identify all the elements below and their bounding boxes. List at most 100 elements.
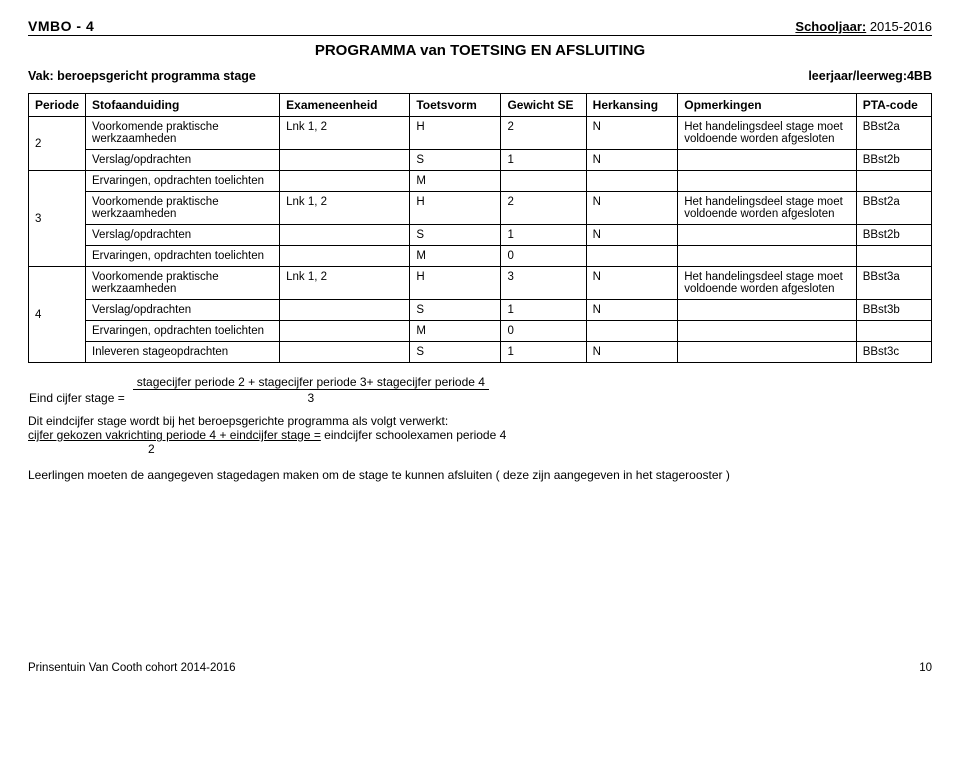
- cell: M: [410, 171, 501, 192]
- cell: N: [586, 117, 678, 150]
- cell: [678, 171, 856, 192]
- col-pta: PTA-code: [856, 94, 931, 117]
- col-opm: Opmerkingen: [678, 94, 856, 117]
- cell: N: [586, 267, 678, 300]
- cell: S: [410, 342, 501, 363]
- cell: N: [586, 342, 678, 363]
- header-right: Schooljaar: 2015-2016: [795, 19, 932, 34]
- formula-block: Eind cijfer stage = stagecijfer periode …: [28, 375, 932, 406]
- cell: Lnk 1, 2: [280, 192, 410, 225]
- table-row: Ervaringen, opdrachten toelichtenM0: [29, 246, 932, 267]
- col-toets: Toetsvorm: [410, 94, 501, 117]
- header-right-label: Schooljaar:: [795, 19, 866, 34]
- cell: [678, 300, 856, 321]
- cell: [280, 342, 410, 363]
- cell: [280, 321, 410, 342]
- paragraph-2: Leerlingen moeten de aangegeven stagedag…: [28, 468, 932, 482]
- cell: [280, 300, 410, 321]
- cell: [678, 246, 856, 267]
- table-row: Voorkomende praktische werkzaamhedenLnk …: [29, 192, 932, 225]
- page-title: PROGRAMMA van TOETSING EN AFSLUITING: [28, 42, 932, 59]
- cell: [280, 150, 410, 171]
- table-row: 4Voorkomende praktische werkzaamhedenLnk…: [29, 267, 932, 300]
- cell-periode: 3: [29, 171, 86, 267]
- cell: H: [410, 117, 501, 150]
- table-row: 2Voorkomende praktische werkzaamhedenLnk…: [29, 117, 932, 150]
- cell: Verslag/opdrachten: [86, 225, 280, 246]
- cell: [856, 171, 931, 192]
- cell: BBst2b: [856, 225, 931, 246]
- subhead-left: Vak: beroepsgericht programma stage: [28, 69, 256, 83]
- para1-line2-ul: cijfer gekozen vakrichting periode 4 + e…: [28, 428, 321, 442]
- cell: [678, 225, 856, 246]
- cell: [586, 171, 678, 192]
- cell: [280, 246, 410, 267]
- cell: [501, 171, 586, 192]
- table-row: Verslag/opdrachten S1N BBst2b: [29, 150, 932, 171]
- formula-numerator: stagecijfer periode 2 + stagecijfer peri…: [137, 375, 485, 389]
- col-stof: Stofaanduiding: [86, 94, 280, 117]
- cell: Ervaringen, opdrachten toelichten: [86, 321, 280, 342]
- cell: Voorkomende praktische werkzaamheden: [86, 192, 280, 225]
- header-right-value: 2015-2016: [870, 19, 932, 34]
- cell: 1: [501, 150, 586, 171]
- subhead-right: leerjaar/leerweg:4BB: [808, 69, 932, 83]
- pta-table: Periode Stofaanduiding Exameneenheid Toe…: [28, 93, 932, 363]
- cell: BBst2a: [856, 192, 931, 225]
- table-row: Verslag/opdrachtenS1NBBst3b: [29, 300, 932, 321]
- cell: M: [410, 246, 501, 267]
- footer: Prinsentuin Van Cooth cohort 2014-2016 1…: [28, 662, 932, 674]
- para1-line1: Dit eindcijfer stage wordt bij het beroe…: [28, 414, 448, 428]
- table-row: Inleveren stageopdrachten S1N BBst3c: [29, 342, 932, 363]
- footer-right: 10: [919, 662, 932, 674]
- cell: [856, 246, 931, 267]
- cell: Lnk 1, 2: [280, 117, 410, 150]
- header-bar: VMBO - 4 Schooljaar: 2015-2016: [28, 18, 932, 36]
- cell: S: [410, 225, 501, 246]
- cell: [678, 342, 856, 363]
- cell: [856, 321, 931, 342]
- col-exam: Exameneenheid: [280, 94, 410, 117]
- cell: [280, 171, 410, 192]
- cell: BBst2a: [856, 117, 931, 150]
- cell: Voorkomende praktische werkzaamheden: [86, 117, 280, 150]
- cell: 2: [501, 192, 586, 225]
- cell: BBst3c: [856, 342, 931, 363]
- cell: Ervaringen, opdrachten toelichten: [86, 171, 280, 192]
- cell: BBst2b: [856, 150, 931, 171]
- cell: S: [410, 150, 501, 171]
- cell: [280, 225, 410, 246]
- cell-periode: 4: [29, 267, 86, 363]
- cell: Verslag/opdrachten: [86, 150, 280, 171]
- cell: Het handelingsdeel stage moet voldoende …: [678, 192, 856, 225]
- cell-periode: 2: [29, 117, 86, 171]
- cell: 1: [501, 225, 586, 246]
- table-row: 3Ervaringen, opdrachten toelichtenM: [29, 171, 932, 192]
- cell: [586, 246, 678, 267]
- cell: 1: [501, 342, 586, 363]
- cell: N: [586, 150, 678, 171]
- cell: H: [410, 267, 501, 300]
- table-row: Verslag/opdrachtenS1NBBst2b: [29, 225, 932, 246]
- cell: Verslag/opdrachten: [86, 300, 280, 321]
- cell: 0: [501, 321, 586, 342]
- table-body: 2Voorkomende praktische werkzaamhedenLnk…: [29, 117, 932, 363]
- para1-line2-rest: eindcijfer schoolexamen periode 4: [321, 428, 506, 442]
- cell: 3: [501, 267, 586, 300]
- formula-lhs: Eind cijfer stage =: [29, 391, 125, 405]
- cell: Het handelingsdeel stage moet voldoende …: [678, 267, 856, 300]
- cell: BBst3a: [856, 267, 931, 300]
- cell: [678, 150, 856, 171]
- cell: BBst3b: [856, 300, 931, 321]
- col-periode: Periode: [29, 94, 86, 117]
- col-gewicht: Gewicht SE: [501, 94, 586, 117]
- header-left: VMBO - 4: [28, 18, 94, 34]
- cell: Inleveren stageopdrachten: [86, 342, 280, 363]
- para1-denom: 2: [28, 442, 155, 456]
- cell: S: [410, 300, 501, 321]
- paragraph-1: Dit eindcijfer stage wordt bij het beroe…: [28, 414, 932, 456]
- cell: H: [410, 192, 501, 225]
- formula-denominator: 3: [307, 391, 314, 405]
- footer-left: Prinsentuin Van Cooth cohort 2014-2016: [28, 662, 236, 674]
- cell: [678, 321, 856, 342]
